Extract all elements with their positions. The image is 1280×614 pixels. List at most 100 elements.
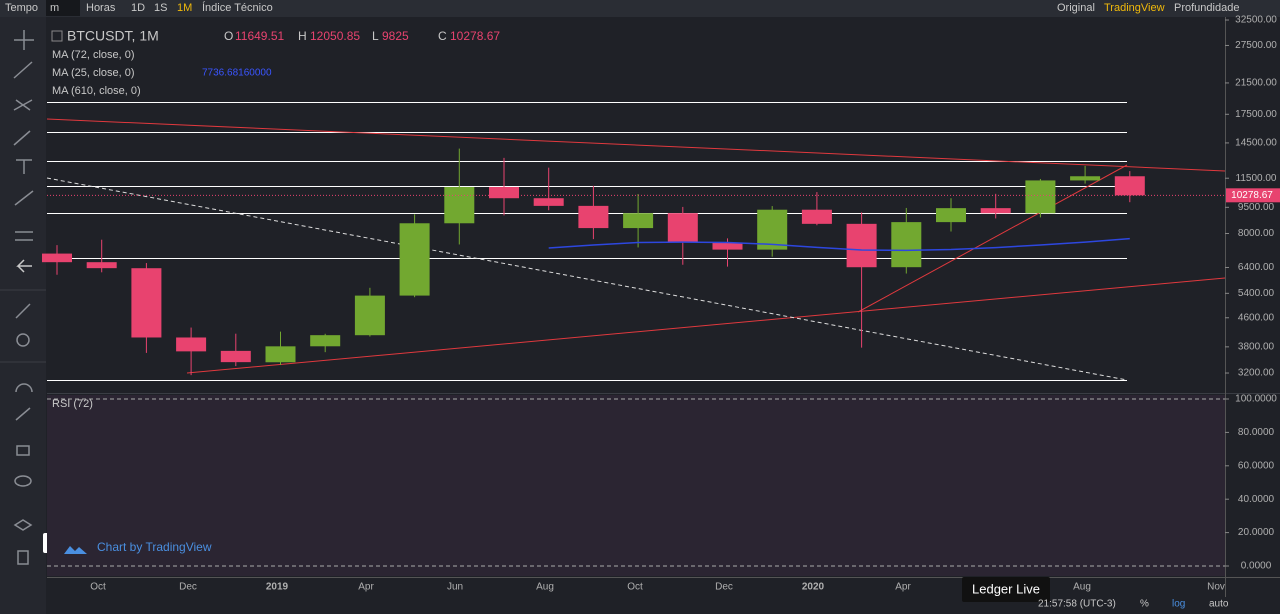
rsi-tick-label: 20.0000 [1238, 527, 1275, 538]
y-tick-label: 11500.00 [1236, 173, 1277, 184]
candle-body [444, 187, 475, 224]
y-tick-label: 9500.00 [1238, 202, 1275, 213]
toolbar-item[interactable]: Original [1057, 2, 1095, 14]
ohlc-value: 11649.51 [235, 29, 284, 43]
ohlc-letter: O [224, 29, 233, 43]
toolbar-item[interactable]: Horas [86, 2, 116, 14]
candle-body [399, 223, 430, 296]
y-tick-label: 5400.00 [1238, 288, 1275, 299]
ohlc-value: 9825 [382, 29, 409, 43]
x-tick-label: Oct [90, 582, 106, 593]
y-tick-label: 3800.00 [1238, 341, 1275, 352]
toolbar-item[interactable]: TradingView [1104, 2, 1165, 14]
rsi-tick-label: 60.0000 [1238, 460, 1275, 471]
candle-body [131, 268, 162, 338]
tradingview-logo [64, 546, 87, 554]
candle-body [623, 213, 654, 229]
symbol-title: BTCUSDT, 1M [67, 28, 159, 44]
candle-body [86, 262, 117, 269]
candle-body [220, 350, 251, 363]
scale-button[interactable]: log [1172, 599, 1185, 610]
toolbar-item[interactable]: 1S [154, 2, 167, 14]
dashed-trend[interactable] [46, 177, 1128, 381]
rsi-tick-label: 40.0000 [1238, 494, 1275, 505]
ohlc-value: 12050.85 [310, 29, 360, 43]
indicator-legend[interactable]: MA (25, close, 0) [52, 67, 135, 79]
candle-body [176, 337, 207, 352]
rsi-legend[interactable]: RSI (72) [52, 398, 93, 410]
interval-select[interactable] [46, 0, 80, 16]
y-tick-label: 3200.00 [1238, 368, 1275, 379]
y-tick-label: 4600.00 [1238, 312, 1275, 323]
tool-sidebar [0, 17, 46, 614]
indicator-value: 7736.68160000 [202, 68, 272, 79]
candle-body [1025, 180, 1056, 214]
ohlc-letter: H [298, 29, 307, 43]
x-tick-label: Dec [179, 582, 197, 593]
x-tick-label: Apr [895, 582, 911, 593]
toolbar-item[interactable]: 1M [177, 2, 192, 14]
y-tick-label: 8000.00 [1238, 228, 1275, 239]
candle-body [265, 346, 296, 363]
candle-body [533, 198, 564, 206]
candle-body [757, 209, 788, 250]
y-tick-label: 32500.00 [1235, 15, 1277, 26]
x-tick-label: Jun [447, 582, 463, 593]
candle-body [354, 295, 385, 336]
y-tick-label: 6400.00 [1238, 262, 1275, 273]
rsi-tick-label: 80.0000 [1238, 427, 1275, 438]
y-tick-label: 27500.00 [1235, 40, 1277, 51]
last-price-label: 10278.67 [1231, 190, 1273, 201]
x-tick-label: Dec [715, 582, 733, 593]
toolbar-item[interactable]: 1D [131, 2, 145, 14]
x-tick-label: Apr [358, 582, 374, 593]
candle-body [891, 222, 922, 268]
y-tick-label: 14500.00 [1235, 138, 1277, 149]
indicator-legend[interactable]: MA (72, close, 0) [52, 49, 135, 61]
y-tick-label: 17500.00 [1235, 109, 1277, 120]
x-tick-label: Aug [536, 582, 554, 593]
collapse-icon[interactable] [51, 30, 63, 42]
scale-button[interactable]: % [1140, 599, 1149, 610]
candle-body [936, 208, 966, 223]
tooltip [962, 577, 1050, 602]
ma-line [548, 237, 1130, 252]
toolbar-item[interactable]: m [50, 2, 59, 14]
plot [42, 148, 1225, 376]
rsi-pane [47, 395, 1225, 576]
indicator-legend[interactable]: MA (610, close, 0) [52, 85, 141, 97]
candle-body [1114, 176, 1145, 196]
candle-body [801, 209, 832, 224]
toolbar-item[interactable]: Tempo [5, 2, 38, 14]
watermark[interactable]: Chart by TradingView [97, 540, 212, 554]
ohlc-value: 10278.67 [450, 29, 500, 43]
candle-body [846, 223, 877, 268]
candle-body [667, 213, 698, 243]
candle-body [712, 242, 743, 250]
candle-body [1070, 176, 1101, 181]
y-tick-label: 21500.00 [1235, 78, 1277, 89]
ohlc-letter: C [438, 29, 447, 43]
candle-body [310, 335, 341, 347]
tooltip-text: Ledger Live [972, 581, 1040, 596]
ohlc-letter: L [372, 29, 379, 43]
rsi-tick-label: 100.0000 [1235, 394, 1277, 405]
x-tick-label: Oct [627, 582, 643, 593]
trend-drawings[interactable] [46, 118, 1226, 374]
tool-icons[interactable] [13, 30, 34, 565]
candle-body [578, 205, 609, 229]
toolbar-item[interactable]: Índice Técnico [202, 1, 273, 14]
last-price-box [1226, 188, 1280, 203]
scale-button[interactable]: auto [1209, 599, 1229, 610]
x-tick-label: Aug [1073, 582, 1091, 593]
candle-body [42, 253, 72, 263]
candle-body [489, 187, 519, 199]
toolbar-item[interactable]: Profundidade [1174, 2, 1239, 14]
x-tick-label: 2019 [266, 582, 289, 593]
top-toolbar [0, 0, 1280, 17]
clock: 21:57:58 (UTC-3) [1038, 599, 1116, 610]
candle-body [980, 208, 1011, 214]
